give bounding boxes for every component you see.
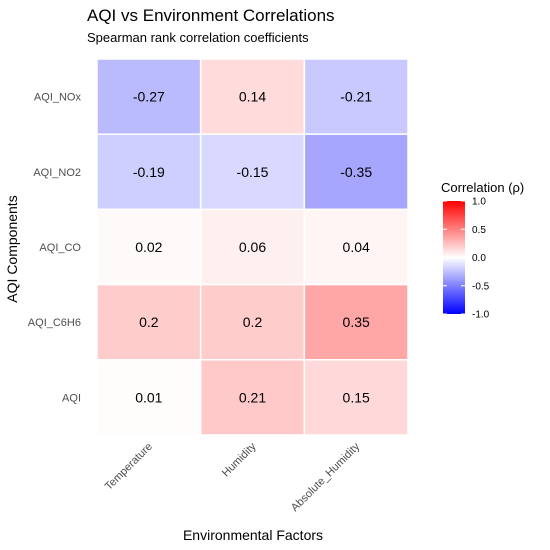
y-axis-tick-label: AQI_NOx [34,92,82,104]
heatmap-cell-label: -0.21 [340,89,372,105]
heatmap-cell [303,359,409,436]
chart-title: AQI vs Environment Correlations [87,6,335,25]
heatmap-cell [303,283,409,361]
y-axis-label: AQI Components [4,195,20,302]
legend-tick-label: 0.0 [472,253,486,264]
heatmap-cell [96,359,202,436]
heatmap-cell-label: -0.35 [340,164,372,180]
x-axis-label: Environmental Factors [183,527,323,543]
heatmap-cell-label: -0.19 [133,164,165,180]
heatmap-cell [303,133,409,211]
heatmap-cells [96,58,409,436]
heatmap-cell-label: 0.01 [135,389,162,405]
x-axis-tick-label: Absolute_Humidity [289,440,363,514]
heatmap-cell-label: 0.15 [343,389,370,405]
chart-subtitle: Spearman rank correlation coefficients [87,30,309,45]
heatmap-cell-label: 0.06 [239,239,266,255]
heatmap-cell [199,58,306,135]
legend-tick-label: -0.5 [472,281,490,292]
heatmap-cell [199,208,306,286]
heatmap-cell-labels: -0.27 0.14 -0.21 -0.19 -0.15 -0.35 0.02 0.06 0.0… [133,89,372,406]
heatmap-cell-label: 0.2 [243,314,263,330]
x-axis-tick-label: Humidity [220,440,259,479]
heatmap-cell-label: 0.2 [139,314,159,330]
heatmap-cell-label: 0.21 [239,389,266,405]
legend-title: Correlation (ρ) [441,180,524,195]
legend-tick-label: 0.5 [472,225,486,236]
color-legend: Correlation (ρ) 1.0 0.5 0.0 -0.5 -1.0 [441,180,524,321]
heatmap-cell-label: 0.35 [343,314,370,330]
y-axis-tick-label: AQI_CO [39,242,81,254]
x-axis-tick-labels: Temperature Humidity Absolute_Humidity [103,440,363,514]
y-axis-tick-label: AQI_NO2 [33,167,81,179]
y-axis-tick-labels: AQI_NOx AQI_NO2 AQI_CO AQI_C6H6 AQI [28,92,82,405]
heatmap-cell-label: 0.02 [135,239,162,255]
heatmap-cell-label: 0.14 [239,89,266,105]
heatmap-cell-label: -0.27 [133,89,165,105]
heatmap-cell [303,58,409,135]
heatmap-cell [96,58,202,135]
legend-ticks: 1.0 0.5 0.0 -0.5 -1.0 [443,197,490,321]
heatmap-cell [96,283,202,361]
heatmap-cell-label: 0.04 [343,239,370,255]
legend-colorbar [443,201,465,314]
legend-tick-label: -1.0 [472,310,490,321]
y-axis-tick-label: AQI [62,392,81,404]
x-axis-tick-label: Temperature [103,441,155,493]
heatmap-cell-label: -0.15 [237,164,269,180]
legend-tick-label: 1.0 [472,197,486,208]
y-axis-tick-label: AQI_C6H6 [28,317,81,329]
heatmap-cell [199,359,306,436]
